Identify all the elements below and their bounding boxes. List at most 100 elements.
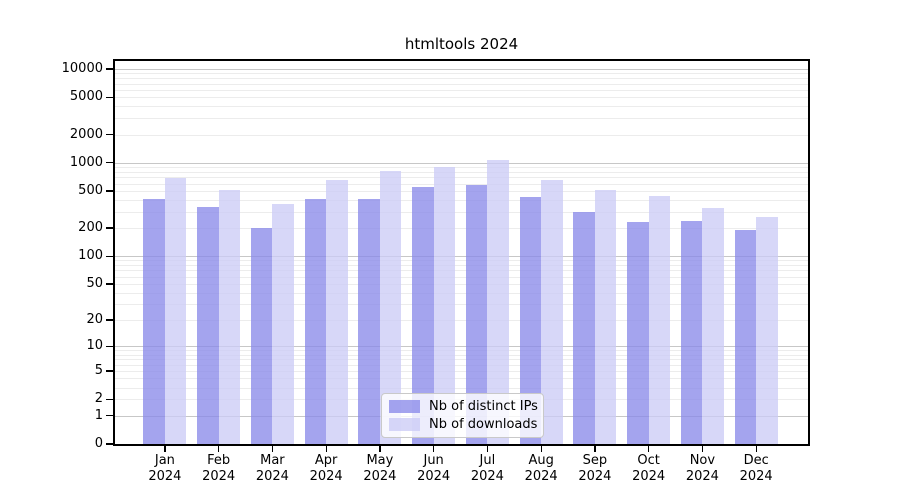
- gridline-minor: [115, 118, 808, 120]
- bar-downloads: [164, 177, 187, 444]
- gridline-minor: [115, 260, 808, 262]
- x-tick-label-month: Sep: [582, 453, 608, 468]
- gridline-minor: [115, 350, 808, 352]
- y-tick-label: 1: [94, 407, 103, 423]
- x-tick-label-month: Jan: [154, 453, 175, 468]
- gridline-minor: [115, 228, 808, 230]
- y-tick-label: 1000: [69, 154, 103, 170]
- x-tick-label: Sep 2024: [563, 453, 627, 485]
- y-tick-mark: [106, 319, 113, 321]
- bar-downloads: [487, 159, 509, 444]
- bar-downloads: [272, 203, 294, 444]
- x-tick-mark: [379, 446, 381, 452]
- x-tick-label: Aug 2024: [509, 453, 573, 485]
- gridline-minor: [115, 276, 808, 278]
- x-tick-label-year: 2024: [363, 469, 397, 484]
- x-tick-label-month: Nov: [689, 453, 716, 468]
- gridline-minor: [115, 371, 808, 373]
- x-tick-label: May 2024: [348, 453, 412, 485]
- x-tick-mark: [648, 446, 650, 452]
- y-tick-mark: [106, 68, 113, 70]
- y-tick-mark: [106, 283, 113, 285]
- legend-swatch-downloads: [389, 418, 420, 431]
- x-tick-label: Oct 2024: [617, 453, 681, 485]
- y-tick-mark: [106, 345, 113, 348]
- gridline-minor: [115, 387, 808, 389]
- gridline-major: [115, 256, 808, 258]
- gridline-minor: [115, 359, 808, 361]
- x-tick-label: Jun 2024: [402, 453, 466, 485]
- y-tick-mark: [106, 415, 113, 417]
- x-tick-mark: [701, 446, 704, 452]
- y-tick-mark: [106, 133, 113, 136]
- x-tick-label: Dec 2024: [724, 453, 788, 485]
- gridline-minor: [115, 354, 808, 356]
- x-tick-label: Jan 2024: [133, 453, 197, 485]
- chart-title: htmltools 2024: [404, 35, 519, 53]
- y-tick-label: 50: [86, 275, 103, 291]
- x-tick-label-year: 2024: [739, 469, 773, 484]
- bar-distinct-ips: [573, 211, 595, 444]
- gridline-major: [115, 162, 808, 164]
- x-tick-label: Feb 2024: [187, 453, 251, 485]
- x-tick-mark: [325, 446, 327, 452]
- y-tick-label: 5: [94, 363, 103, 379]
- plot-area: [113, 59, 810, 446]
- y-tick-label: 2000: [69, 126, 103, 142]
- bar-distinct-ips: [250, 228, 273, 444]
- bar-downloads: [379, 170, 402, 444]
- y-tick-label: 200: [78, 220, 103, 236]
- x-tick-label: Mar 2024: [240, 453, 304, 485]
- x-tick-label-year: 2024: [202, 469, 236, 484]
- bar-distinct-ips: [358, 199, 380, 444]
- x-tick-label-year: 2024: [255, 469, 289, 484]
- bar-distinct-ips: [197, 206, 219, 444]
- x-tick-label-month: Feb: [207, 453, 231, 468]
- gridline-minor: [115, 364, 808, 366]
- gridline-minor: [115, 167, 808, 169]
- x-tick-label-month: Mar: [260, 453, 285, 468]
- y-tick-label: 100: [78, 248, 103, 264]
- gridline-minor: [115, 78, 808, 80]
- gridline-minor: [115, 265, 808, 267]
- bar-distinct-ips: [304, 199, 327, 444]
- bar-downloads: [433, 167, 456, 444]
- x-tick-mark: [486, 446, 489, 452]
- gridline-minor: [115, 304, 808, 306]
- gridline-major: [115, 69, 808, 71]
- bar-downloads: [326, 180, 348, 444]
- gridline-minor: [115, 97, 808, 99]
- bar-distinct-ips: [680, 220, 703, 444]
- x-tick-label-year: 2024: [417, 469, 451, 484]
- y-tick-label: 500: [78, 182, 103, 198]
- legend-entry-downloads: Nb of downloads: [389, 417, 537, 432]
- y-tick-mark: [106, 443, 113, 445]
- bar-distinct-ips: [465, 184, 488, 444]
- y-tick-label: 2: [94, 391, 103, 407]
- x-tick-mark: [540, 446, 542, 452]
- x-tick-label: Jul 2024: [455, 453, 519, 485]
- y-tick-mark: [106, 398, 113, 400]
- x-tick-label-year: 2024: [524, 469, 558, 484]
- gridline-minor: [115, 190, 808, 192]
- y-tick-label: 10: [86, 338, 103, 354]
- x-tick-mark: [164, 446, 166, 452]
- x-tick-label-month: Oct: [637, 453, 660, 468]
- y-tick-mark: [106, 96, 113, 98]
- gridline-minor: [115, 106, 808, 108]
- x-tick-label: Nov 2024: [670, 453, 734, 485]
- x-tick-label-year: 2024: [309, 469, 343, 484]
- bar-downloads: [648, 195, 671, 444]
- x-tick-label-year: 2024: [148, 469, 182, 484]
- y-tick-mark: [106, 190, 113, 192]
- bar-downloads: [218, 189, 241, 444]
- x-tick-label-year: 2024: [685, 469, 719, 484]
- bar-distinct-ips: [734, 230, 757, 444]
- bar-distinct-ips: [412, 187, 434, 444]
- x-tick-mark: [433, 446, 435, 452]
- y-tick-label: 0: [94, 436, 103, 451]
- legend-entry-distinct-ips: Nb of distinct IPs: [389, 399, 538, 414]
- bar-distinct-ips: [143, 198, 165, 444]
- legend: Nb of distinct IPs Nb of downloads: [381, 393, 544, 438]
- bar-distinct-ips: [627, 222, 649, 444]
